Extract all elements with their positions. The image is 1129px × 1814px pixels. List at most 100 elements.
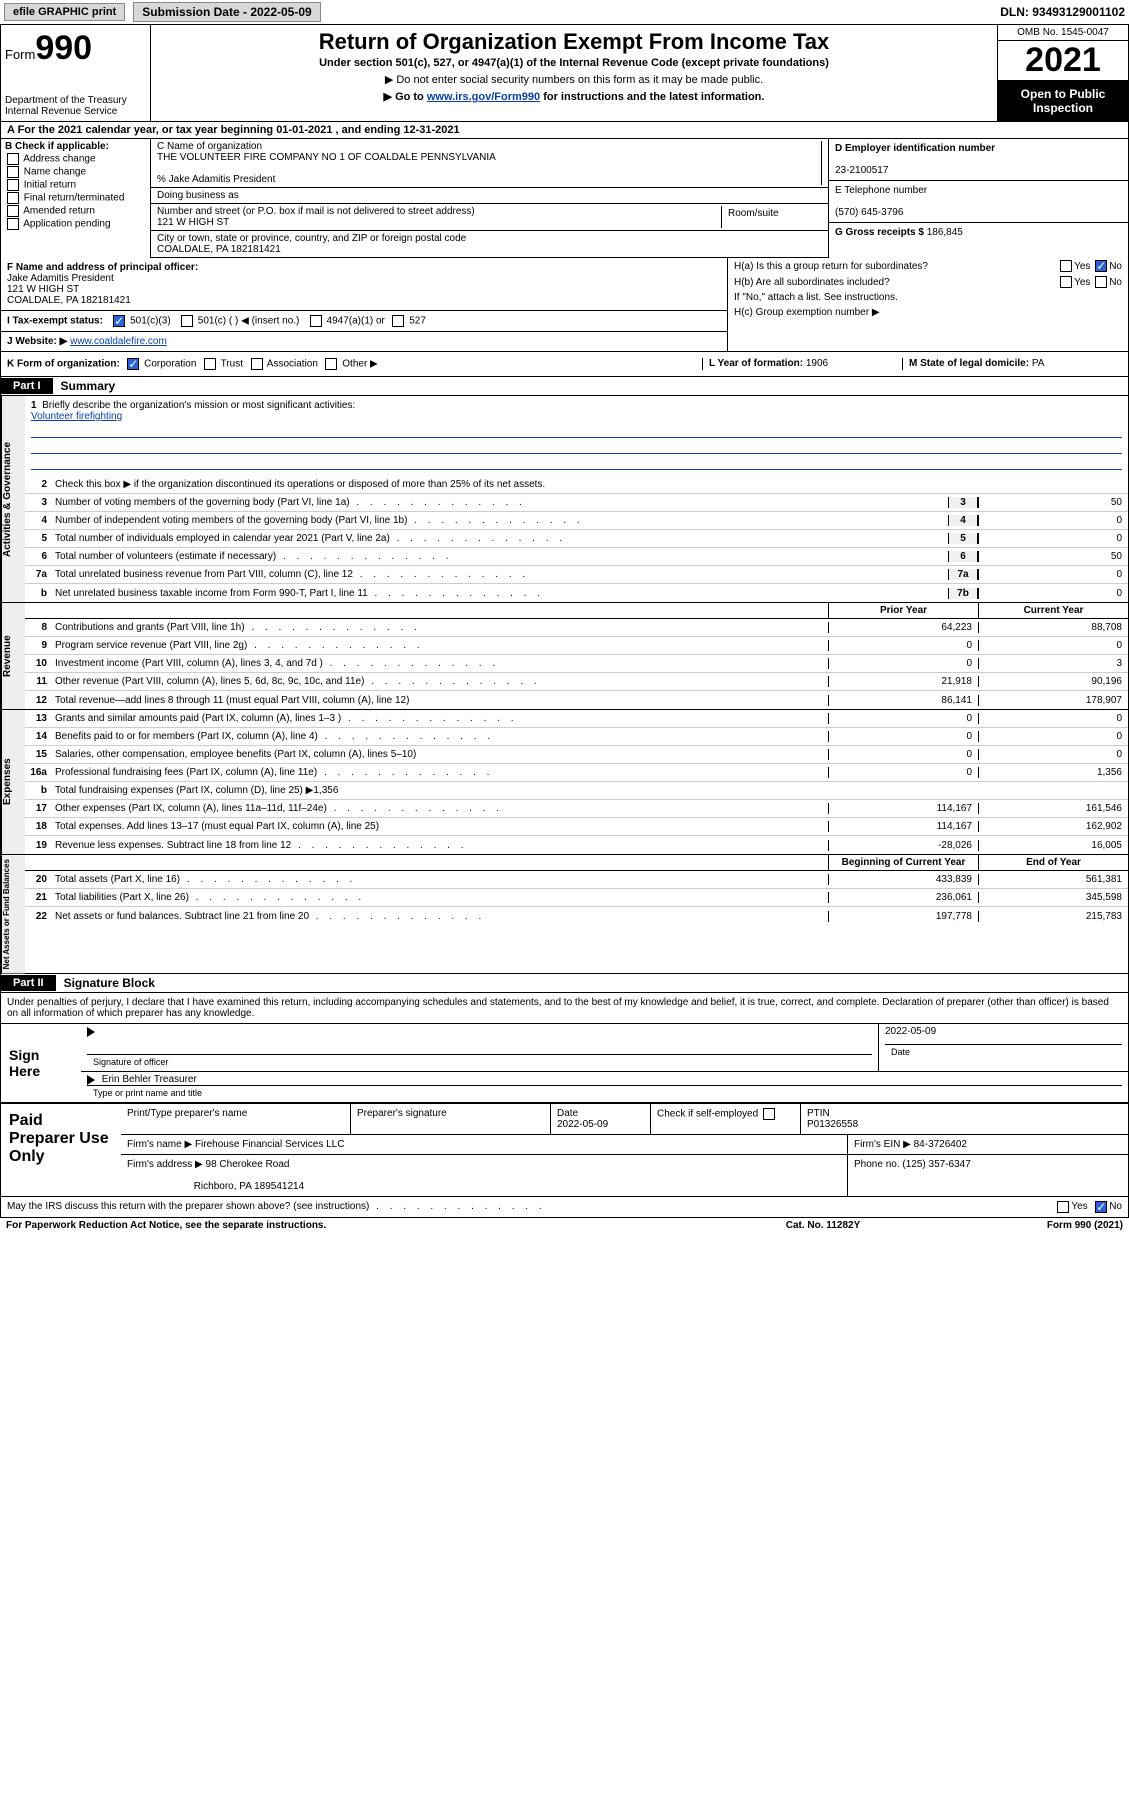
sig-officer-label: Signature of officer [87, 1055, 872, 1069]
line-2: 2Check this box ▶ if the organization di… [25, 476, 1128, 494]
ha-no-chk[interactable] [1095, 260, 1107, 272]
sign-here-row: Sign Here Signature of officer 2022-05-0… [1, 1024, 1128, 1103]
hb-label: H(b) Are all subordinates included? [734, 277, 1058, 288]
governance-side-label: Activities & Governance [1, 396, 25, 602]
irs-link[interactable]: www.irs.gov/Form990 [427, 91, 540, 103]
revenue-side-label: Revenue [1, 603, 25, 709]
may-yes-chk[interactable] [1057, 1201, 1069, 1213]
l12-desc: Total revenue—add lines 8 through 11 (mu… [51, 693, 828, 708]
ha-yes-chk[interactable] [1060, 260, 1072, 272]
line-5: 5Total number of individuals employed in… [25, 530, 1128, 548]
form-header: Form990 Department of the Treasury Inter… [0, 25, 1129, 122]
line-1: 1 Briefly describe the organization's mi… [25, 396, 1128, 476]
l4-desc: Number of independent voting members of … [51, 513, 948, 528]
hb-yes-chk[interactable] [1060, 276, 1072, 288]
part2-tab: Part II [1, 975, 56, 991]
city-label: City or town, state or province, country… [157, 233, 822, 244]
date-label: Date [885, 1044, 1122, 1059]
pending-label: Application pending [23, 219, 110, 230]
l-year: L Year of formation: 1906 [702, 358, 902, 370]
efile-print-button[interactable]: efile GRAPHIC print [4, 3, 125, 21]
chk-final[interactable]: Final return/terminated [5, 192, 146, 204]
phone-value: (570) 645-3796 [835, 207, 903, 218]
l6-desc: Total number of volunteers (estimate if … [51, 549, 948, 564]
l14-current: 0 [978, 731, 1128, 742]
opt-501c: 501(c) ( ) ◀ (insert no.) [198, 316, 300, 327]
l8-prior: 64,223 [828, 622, 978, 633]
chk-assoc[interactable] [251, 358, 263, 370]
l5-desc: Total number of individuals employed in … [51, 531, 948, 546]
final-label: Final return/terminated [24, 193, 125, 204]
line-6: 6Total number of volunteers (estimate if… [25, 548, 1128, 566]
chk-self-employed[interactable] [763, 1108, 775, 1120]
l7a-desc: Total unrelated business revenue from Pa… [51, 567, 948, 582]
c-name-label: C Name of organization [157, 141, 821, 152]
chk-initial[interactable]: Initial return [5, 179, 146, 191]
org-name: THE VOLUNTEER FIRE COMPANY NO 1 OF COALD… [157, 152, 821, 163]
l21-begin: 236,061 [828, 892, 978, 903]
firm-addr-label: Firm's address ▶ [127, 1159, 203, 1170]
gross-label: G Gross receipts $ [835, 227, 924, 238]
footer-right: Form 990 (2021) [923, 1220, 1123, 1231]
netassets-headers: Beginning of Current Year End of Year [25, 855, 1128, 871]
website-link[interactable]: www.coaldalefire.com [70, 336, 167, 347]
l11-current: 90,196 [978, 676, 1128, 687]
preparer-block: Paid Preparer Use Only Print/Type prepar… [0, 1104, 1129, 1197]
line-9: 9Program service revenue (Part VIII, lin… [25, 637, 1128, 655]
governance-section: Activities & Governance 1 Briefly descri… [0, 396, 1129, 603]
firm-addr2: Richboro, PA 189541214 [194, 1181, 304, 1192]
may-no: No [1109, 1201, 1122, 1213]
line-14: 14Benefits paid to or for members (Part … [25, 728, 1128, 746]
name-title-label: Type or print name and title [87, 1085, 1122, 1100]
chk-addr-change[interactable]: Address change [5, 153, 146, 165]
l21-desc: Total liabilities (Part X, line 26) [51, 890, 828, 905]
chk-527[interactable] [392, 315, 404, 327]
k-left: K Form of organization: Corporation Trus… [7, 358, 702, 370]
chk-other[interactable] [325, 358, 337, 370]
opt-527: 527 [409, 316, 426, 327]
hb-no-chk[interactable] [1095, 276, 1107, 288]
chk-corp[interactable] [127, 358, 139, 370]
line-3: 3Number of voting members of the governi… [25, 494, 1128, 512]
chk-trust[interactable] [204, 358, 216, 370]
j-label: J Website: ▶ [7, 336, 67, 347]
line-19: 19Revenue less expenses. Subtract line 1… [25, 836, 1128, 854]
chk-name-change[interactable]: Name change [5, 166, 146, 178]
arrow-icon [87, 1075, 95, 1085]
mission-text[interactable]: Volunteer firefighting [31, 411, 122, 422]
l9-desc: Program service revenue (Part VIII, line… [51, 638, 828, 653]
prep-date-value: 2022-05-09 [557, 1119, 608, 1130]
line-12: 12Total revenue—add lines 8 through 11 (… [25, 691, 1128, 709]
l3-val: 50 [978, 497, 1128, 508]
phone-row: E Telephone number (570) 645-3796 [829, 181, 1128, 223]
l22-end: 215,783 [978, 911, 1128, 922]
chk-4947[interactable] [310, 315, 322, 327]
l16a-desc: Professional fundraising fees (Part IX, … [51, 765, 828, 780]
end-year-header: End of Year [978, 855, 1128, 870]
sign-right: Signature of officer 2022-05-09 Date Eri… [81, 1024, 1128, 1102]
l20-end: 561,381 [978, 874, 1128, 885]
firm-ein-label: Firm's EIN ▶ [854, 1139, 911, 1150]
section-d: D Employer identification number 23-2100… [828, 139, 1128, 258]
line-16a: 16aProfessional fundraising fees (Part I… [25, 764, 1128, 782]
chk-pending[interactable]: Application pending [5, 218, 146, 230]
l9-prior: 0 [828, 640, 978, 651]
row-a-tax-year: A For the 2021 calendar year, or tax yea… [0, 122, 1129, 139]
chk-501c3[interactable] [113, 315, 125, 327]
l20-begin: 433,839 [828, 874, 978, 885]
f-name: Jake Adamitis President [7, 273, 114, 284]
f-street: 121 W HIGH ST [7, 284, 79, 295]
may-yes: Yes [1071, 1201, 1087, 1213]
governance-body: 1 Briefly describe the organization's mi… [25, 396, 1128, 602]
submission-date-button[interactable]: Submission Date - 2022-05-09 [133, 2, 320, 22]
may-no-chk[interactable] [1095, 1201, 1107, 1213]
l14-desc: Benefits paid to or for members (Part IX… [51, 729, 828, 744]
chk-501c[interactable] [181, 315, 193, 327]
line-7b: bNet unrelated business taxable income f… [25, 584, 1128, 602]
fgh-block: F Name and address of principal officer:… [0, 258, 1129, 352]
l9-current: 0 [978, 640, 1128, 651]
k-assoc: Association [267, 359, 318, 370]
hb-yes: Yes [1074, 277, 1090, 288]
l10-desc: Investment income (Part VIII, column (A)… [51, 656, 828, 671]
chk-amended[interactable]: Amended return [5, 205, 146, 217]
